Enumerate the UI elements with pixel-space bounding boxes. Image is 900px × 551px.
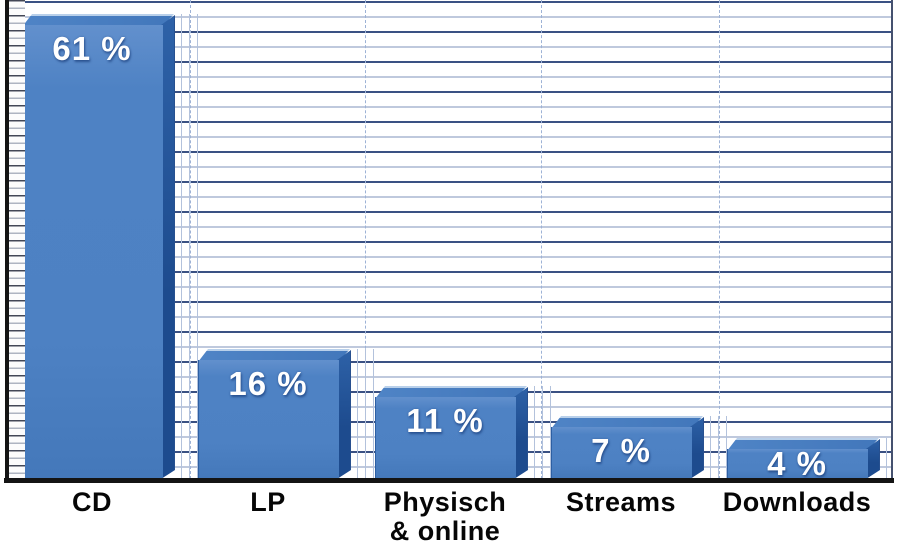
gap-cells <box>527 386 551 479</box>
bar-top-face <box>727 438 879 451</box>
bar-front-face <box>198 360 339 480</box>
right-wall-edge <box>891 0 893 481</box>
category-label-streams: Streams <box>565 487 677 517</box>
bar-top-face <box>198 349 350 362</box>
gap-cells <box>174 14 198 479</box>
bar-front-face <box>22 25 163 480</box>
bar-value-label: 16 % <box>228 365 308 402</box>
gap-cells <box>703 416 727 479</box>
bar-value-label: 7 % <box>591 432 651 469</box>
x-axis-baseline <box>4 478 894 483</box>
category-label-lp: LP <box>250 487 286 517</box>
bar-value-label: 61 % <box>52 30 132 67</box>
gap-cells <box>879 438 891 479</box>
bar-side-face <box>866 438 880 479</box>
bar-side-face <box>514 386 528 479</box>
separator-line <box>719 0 720 479</box>
bar-value-label: 11 % <box>406 402 484 439</box>
category-label-downloads: Downloads <box>722 487 872 517</box>
category-label-cd: CD <box>72 487 112 517</box>
left-axis-wall <box>5 0 25 479</box>
gap-cells <box>350 349 375 479</box>
bar-side-face <box>690 416 704 479</box>
bar-side-face <box>337 349 351 479</box>
category-label-physisch-online: Physisch & online <box>383 487 507 546</box>
bar-front-face <box>375 397 516 480</box>
separator-line <box>365 0 366 479</box>
bar-side-face <box>161 14 175 479</box>
bar-top-face <box>22 14 174 27</box>
bar-top-face <box>551 416 703 429</box>
bar-front-face <box>727 449 868 480</box>
separator-line <box>541 0 542 479</box>
bar-top-face <box>375 386 527 399</box>
bar-value-label: 4 % <box>767 445 827 482</box>
